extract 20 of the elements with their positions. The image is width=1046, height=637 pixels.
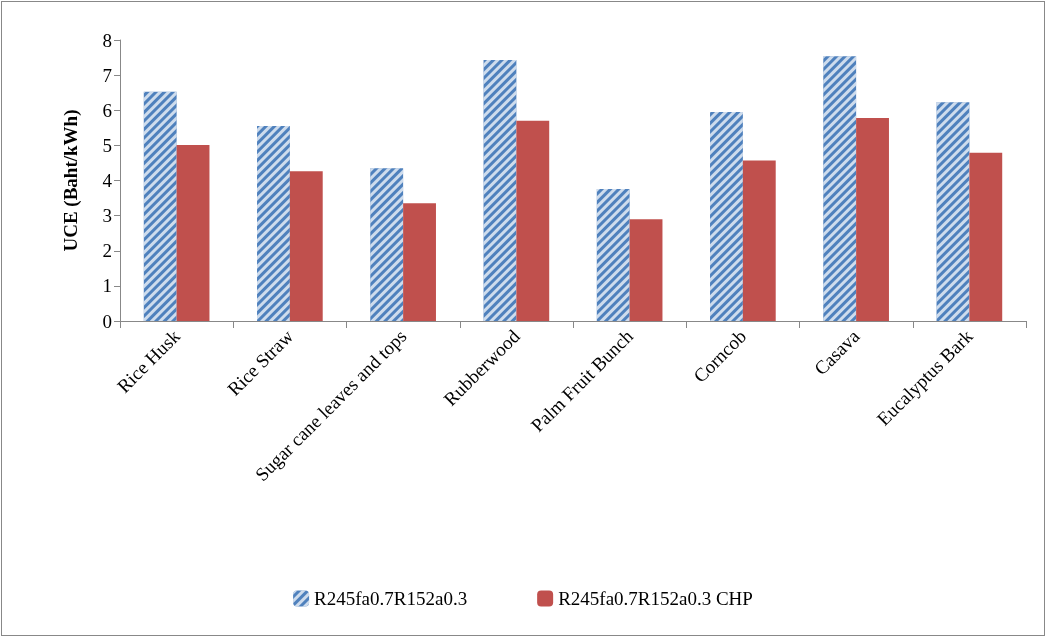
- y-tick-label: 5: [102, 134, 112, 156]
- y-tick-label: 1: [102, 275, 112, 297]
- bar: [403, 203, 436, 321]
- legend-label: R245fa0.7R152a0.3 CHP: [558, 588, 753, 609]
- bar: [856, 117, 889, 321]
- y-axis-title: UCE (Baht/kWh): [60, 109, 82, 252]
- y-tick-label: 4: [102, 170, 113, 191]
- y-tick-label: 6: [102, 99, 112, 121]
- y-tick-label: 2: [102, 240, 112, 262]
- bar: [289, 171, 323, 321]
- bar: [629, 219, 663, 321]
- bar: [516, 120, 550, 321]
- y-tick-label: 8: [102, 29, 112, 51]
- bar: [176, 145, 210, 321]
- y-tick-label: 0: [102, 310, 112, 332]
- legend-label: R245fa0.7R152a0.3: [314, 588, 468, 609]
- y-tick-label: 7: [102, 64, 112, 86]
- bar: [969, 152, 1003, 321]
- y-tick-label: 3: [102, 205, 112, 227]
- bar: [742, 160, 776, 321]
